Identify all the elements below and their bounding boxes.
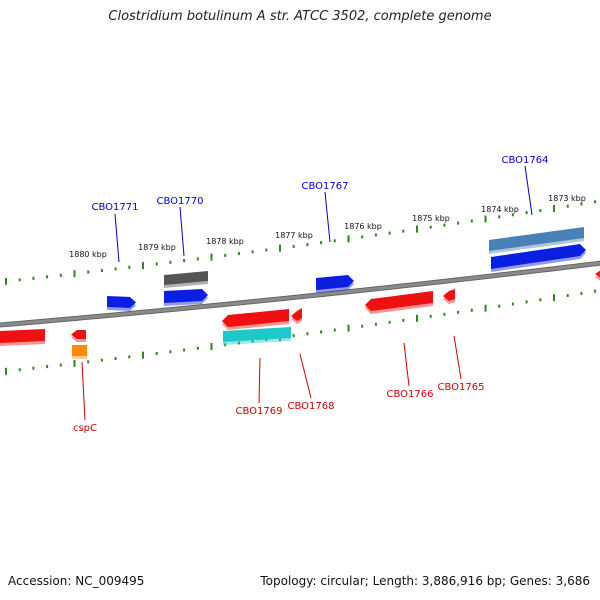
gene-feature-CBO1771: [107, 296, 136, 308]
gene-label-CBO1769[interactable]: CBO1769: [236, 406, 283, 417]
leader-CBO1770: [179, 206, 185, 257]
reverse-scale-ticks: [5, 289, 597, 375]
kbp-label-1877: 1877 kbp: [275, 231, 313, 240]
genome-summary: Topology: circular; Length: 3,886,916 bp…: [260, 574, 590, 588]
gene-feature-CBO1769-cyan: [223, 327, 291, 342]
kbp-label-1873: 1873 kbp: [548, 194, 586, 203]
accession-label: Accession: NC_009495: [8, 574, 145, 588]
genome-backbone: [0, 260, 600, 328]
gene-label-CBO1771[interactable]: CBO1771: [92, 202, 139, 213]
kbp-label-1878: 1878 kbp: [206, 237, 244, 246]
leader-CBO1766: [403, 342, 410, 387]
gene-label-CBO1765[interactable]: CBO1765: [438, 382, 485, 393]
forward-scale-ticks: [5, 200, 597, 285]
leader-CBO1769: [258, 357, 261, 404]
leader-cspC: [81, 361, 86, 421]
gene-feature-left-red: [0, 329, 45, 343]
gene-label-CBO1767[interactable]: CBO1767: [302, 181, 349, 192]
gene-feature-CBO1764-top: [489, 227, 584, 251]
genome-title: Clostridium botulinum A str. ATCC 3502, …: [108, 9, 492, 24]
leader-CBO1768: [299, 353, 312, 399]
kbp-label-1874: 1874 kbp: [481, 205, 519, 214]
kbp-label-1876: 1876 kbp: [344, 222, 382, 231]
kbp-label-1875: 1875 kbp: [412, 214, 450, 223]
gene-feature-CBO1768: [291, 308, 302, 321]
label-leaders: [81, 165, 533, 421]
gene-feature-CBO1766: [365, 291, 433, 311]
gene-feature-edge-red: [595, 270, 600, 278]
kbp-label-1880: 1880 kbp: [69, 250, 107, 259]
gene-feature-CBO1764: [491, 244, 586, 269]
gene-feature-CBO1770-gray: [164, 271, 208, 285]
leader-CBO1767: [324, 191, 331, 243]
gene-label-CBO1768[interactable]: CBO1768: [288, 401, 335, 412]
gene-label-CBO1770[interactable]: CBO1770: [157, 196, 204, 207]
backbone-line: [0, 261, 600, 327]
gene-label-cspC[interactable]: cspC: [73, 423, 97, 434]
leader-CBO1771: [114, 213, 120, 263]
leader-CBO1764: [524, 165, 533, 216]
gene-label-CBO1764[interactable]: CBO1764: [502, 155, 549, 166]
gene-features: [0, 227, 600, 359]
leader-CBO1765: [453, 335, 462, 380]
gene-feature-small-red: [71, 330, 86, 339]
kbp-label-1879: 1879 kbp: [138, 243, 176, 252]
gene-label-CBO1766[interactable]: CBO1766: [387, 389, 434, 400]
gene-feature-CBO1770: [164, 289, 208, 303]
gene-feature-CBO1769: [222, 309, 289, 327]
gene-feature-CBO1765: [443, 289, 455, 301]
gene-feature-CBO1767: [316, 275, 354, 290]
gene-feature-cspC: [72, 345, 87, 356]
